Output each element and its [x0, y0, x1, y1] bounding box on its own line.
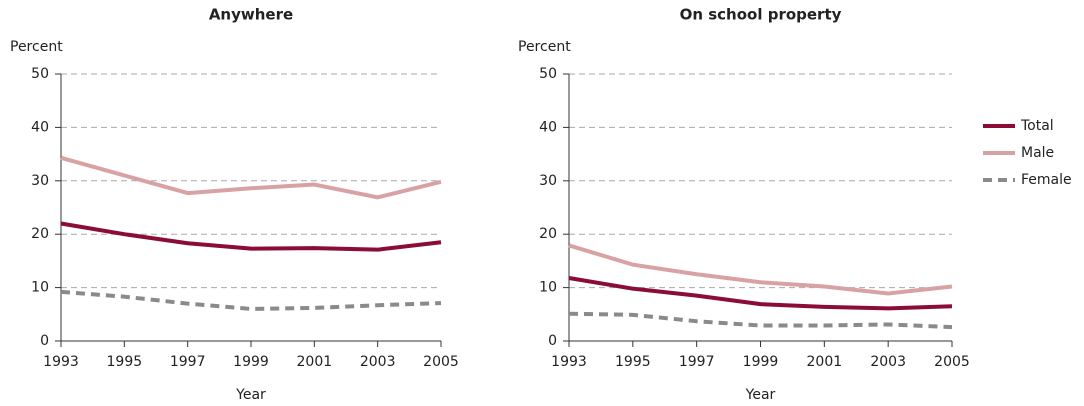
x-tick-label: 1993: [43, 354, 79, 370]
y-tick-label: 0: [40, 333, 49, 349]
x-tick-label: 1995: [615, 354, 651, 370]
y-tick-label: 30: [539, 173, 557, 189]
chart-title: Anywhere: [209, 6, 293, 24]
x-tick-label: 1995: [107, 354, 143, 370]
y-axis-label: Percent: [10, 39, 63, 55]
y-tick-label: 20: [539, 226, 557, 242]
x-axis-label: Year: [745, 387, 776, 403]
y-axis-label: Percent: [518, 39, 571, 55]
x-tick-label: 1993: [551, 354, 587, 370]
y-tick-label: 10: [31, 280, 49, 296]
series-line: [568, 311, 953, 330]
series-line: [568, 276, 953, 311]
series-line: [568, 243, 953, 296]
x-tick-label: 2001: [297, 354, 333, 370]
x-tick-label: 2005: [934, 354, 970, 370]
legend-label: Total: [1020, 118, 1054, 134]
x-tick-label: 1999: [743, 354, 779, 370]
y-tick-label: 30: [31, 173, 49, 189]
y-tick-label: 40: [539, 119, 557, 135]
x-tick-label: 2003: [360, 354, 396, 370]
chart-title: On school property: [680, 6, 842, 24]
y-tick-label: 10: [539, 280, 557, 296]
x-tick-label: 2003: [870, 354, 906, 370]
x-tick-label: 1997: [170, 354, 206, 370]
series-line: [60, 221, 442, 252]
legend-label: Male: [1021, 145, 1054, 161]
series-line: [60, 155, 442, 200]
series-line: [60, 289, 442, 311]
x-tick-label: 1999: [233, 354, 269, 370]
y-tick-label: 0: [548, 333, 557, 349]
legend-label: Female: [1021, 172, 1072, 188]
y-tick-label: 20: [31, 226, 49, 242]
y-tick-label: 40: [31, 119, 49, 135]
x-tick-label: 2001: [807, 354, 843, 370]
y-tick-label: 50: [539, 66, 557, 82]
x-tick-label: 2005: [423, 354, 459, 370]
x-tick-label: 1997: [679, 354, 715, 370]
y-tick-label: 50: [31, 66, 49, 82]
x-axis-label: Year: [235, 387, 266, 403]
